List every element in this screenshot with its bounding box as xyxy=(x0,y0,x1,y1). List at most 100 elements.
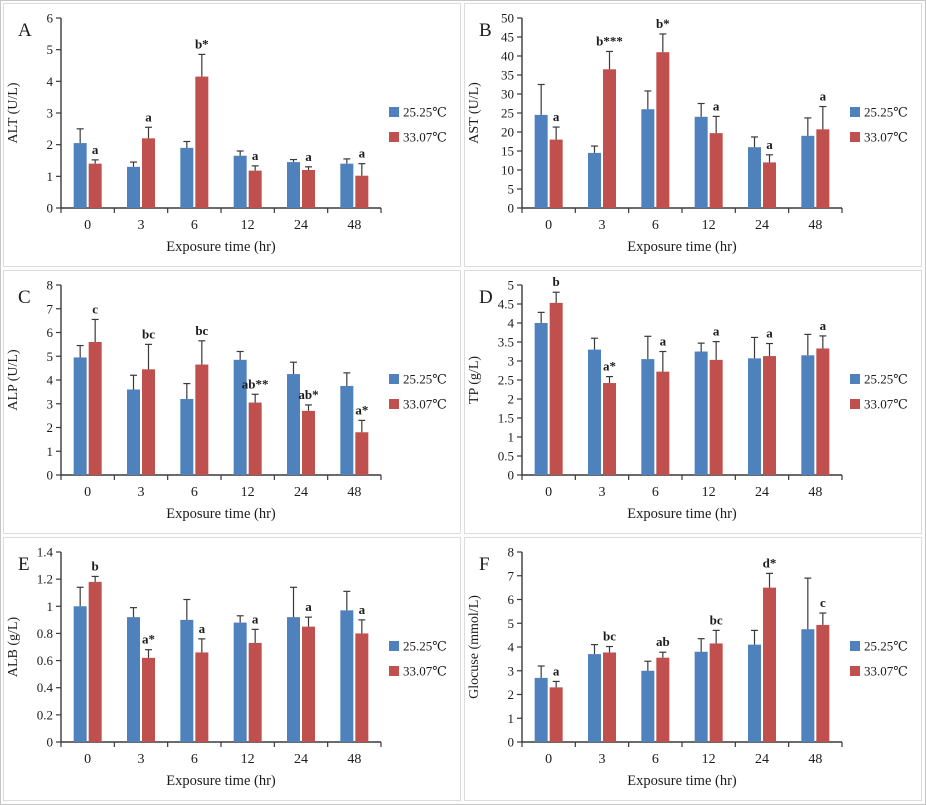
bar xyxy=(816,348,830,475)
bar xyxy=(180,399,194,475)
series-1-bars xyxy=(73,586,354,742)
bar xyxy=(748,147,761,208)
x-axis-title: Exposure time (hr) xyxy=(166,773,276,789)
legend-swatch xyxy=(389,107,399,117)
bar xyxy=(302,410,315,475)
legend-label: 25.25℃ xyxy=(864,105,908,120)
y-tick-label: 3 xyxy=(47,396,54,411)
legend-swatch xyxy=(850,374,860,384)
x-tick-label: 3 xyxy=(599,485,606,500)
sig-label: bc xyxy=(710,612,723,627)
bar xyxy=(603,383,616,475)
series-2-bars: b a* a a a a xyxy=(549,274,830,475)
y-axis-title: ALT (U/L) xyxy=(6,82,21,143)
sig-label: c xyxy=(92,301,98,316)
x-axis: 0 3 6 12 24 48 xyxy=(521,474,843,500)
x-tick-label: 3 xyxy=(138,218,145,233)
panel-D: D 0 0.5 1 1.5 2 2.5 3 3.5 4 4.5 5 0 3 6 12 24 48 TP (g/L) E… xyxy=(464,270,922,534)
bar xyxy=(355,432,369,475)
sig-label: a* xyxy=(142,632,155,647)
y-tick-label: 1.5 xyxy=(498,411,514,426)
bar xyxy=(340,385,354,475)
legend-swatch xyxy=(389,132,399,142)
panel-letter: A xyxy=(18,20,32,41)
sig-label: b xyxy=(92,558,99,573)
y-tick-label: 5 xyxy=(47,42,54,57)
sig-label: a* xyxy=(603,359,616,374)
y-axis-title: ALP (U/L) xyxy=(6,349,21,411)
bar xyxy=(142,138,155,208)
series-2-bars: c bc bc ab** ab* a* xyxy=(88,301,369,475)
bar xyxy=(248,170,262,208)
bar xyxy=(195,76,209,208)
panel-E: E 0 0.2 0.4 0.6 0.8 1 1.2 1.4 0 3 6 12 24 48 ALB (g/L) E… xyxy=(3,537,461,801)
sig-label: a xyxy=(766,326,773,341)
bar xyxy=(355,633,369,742)
x-tick-label: 24 xyxy=(294,485,308,500)
bar xyxy=(588,654,601,742)
x-tick-label: 3 xyxy=(599,218,606,233)
legend: 25.25℃ 33.07℃ xyxy=(389,639,447,679)
x-tick-label: 12 xyxy=(702,485,716,500)
bar xyxy=(88,581,102,742)
bar xyxy=(127,617,140,742)
y-axis-title: TP (g/L) xyxy=(467,356,482,404)
y-tick-label: 1 xyxy=(47,169,54,184)
y-tick-label: 30 xyxy=(501,87,514,102)
x-tick-label: 48 xyxy=(808,485,822,500)
sig-label: a xyxy=(553,663,560,678)
bar xyxy=(180,619,194,742)
bar xyxy=(748,358,761,475)
bar xyxy=(534,323,548,475)
bar xyxy=(603,652,616,742)
bar xyxy=(816,624,830,742)
series-1-bars xyxy=(73,344,354,475)
panel-letter: E xyxy=(18,554,30,575)
x-tick-label: 12 xyxy=(241,218,255,233)
y-tick-label: 10 xyxy=(501,163,514,178)
bar xyxy=(142,369,155,475)
y-axis-title: AST (U/L) xyxy=(467,82,482,144)
sig-label: a xyxy=(660,334,667,349)
bar xyxy=(656,371,670,475)
bar xyxy=(127,389,140,475)
x-tick-label: 12 xyxy=(702,752,716,767)
y-axis: 0 0.2 0.4 0.6 0.8 1 1.2 1.4 xyxy=(37,545,62,750)
y-tick-label: 1 xyxy=(508,430,515,445)
x-tick-label: 24 xyxy=(294,218,308,233)
series-1-bars xyxy=(534,311,815,475)
sig-label: b xyxy=(553,274,560,289)
sig-label: bc xyxy=(195,323,208,338)
x-tick-label: 6 xyxy=(652,752,659,767)
y-tick-label: 25 xyxy=(501,106,514,121)
x-tick-label: 0 xyxy=(84,218,91,233)
sig-label: a xyxy=(820,89,827,104)
y-tick-label: 6 xyxy=(47,11,54,26)
x-tick-label: 0 xyxy=(84,752,91,767)
y-tick-label: 0 xyxy=(508,735,515,750)
legend: 25.25℃ 33.07℃ xyxy=(389,105,447,145)
x-tick-label: 48 xyxy=(347,485,361,500)
bar xyxy=(641,109,655,208)
x-tick-label: 3 xyxy=(138,752,145,767)
x-tick-label: 12 xyxy=(241,485,255,500)
legend-label: 25.25℃ xyxy=(864,639,908,654)
bar xyxy=(233,622,247,742)
y-tick-label: 3 xyxy=(508,663,515,678)
sig-label: a xyxy=(305,599,312,614)
sig-label: a xyxy=(553,109,560,124)
x-tick-label: 24 xyxy=(755,485,769,500)
bar xyxy=(748,644,761,742)
bar xyxy=(694,116,708,208)
legend-swatch xyxy=(850,132,860,142)
y-tick-label: 3.5 xyxy=(498,335,514,350)
x-tick-label: 6 xyxy=(191,485,198,500)
bar xyxy=(656,52,670,209)
sig-label: b* xyxy=(195,36,209,51)
bar xyxy=(709,359,723,475)
legend: 25.25℃ 33.07℃ xyxy=(850,105,908,145)
bar xyxy=(694,651,708,742)
y-tick-label: 0.6 xyxy=(37,653,54,668)
sig-label: a xyxy=(252,148,259,163)
